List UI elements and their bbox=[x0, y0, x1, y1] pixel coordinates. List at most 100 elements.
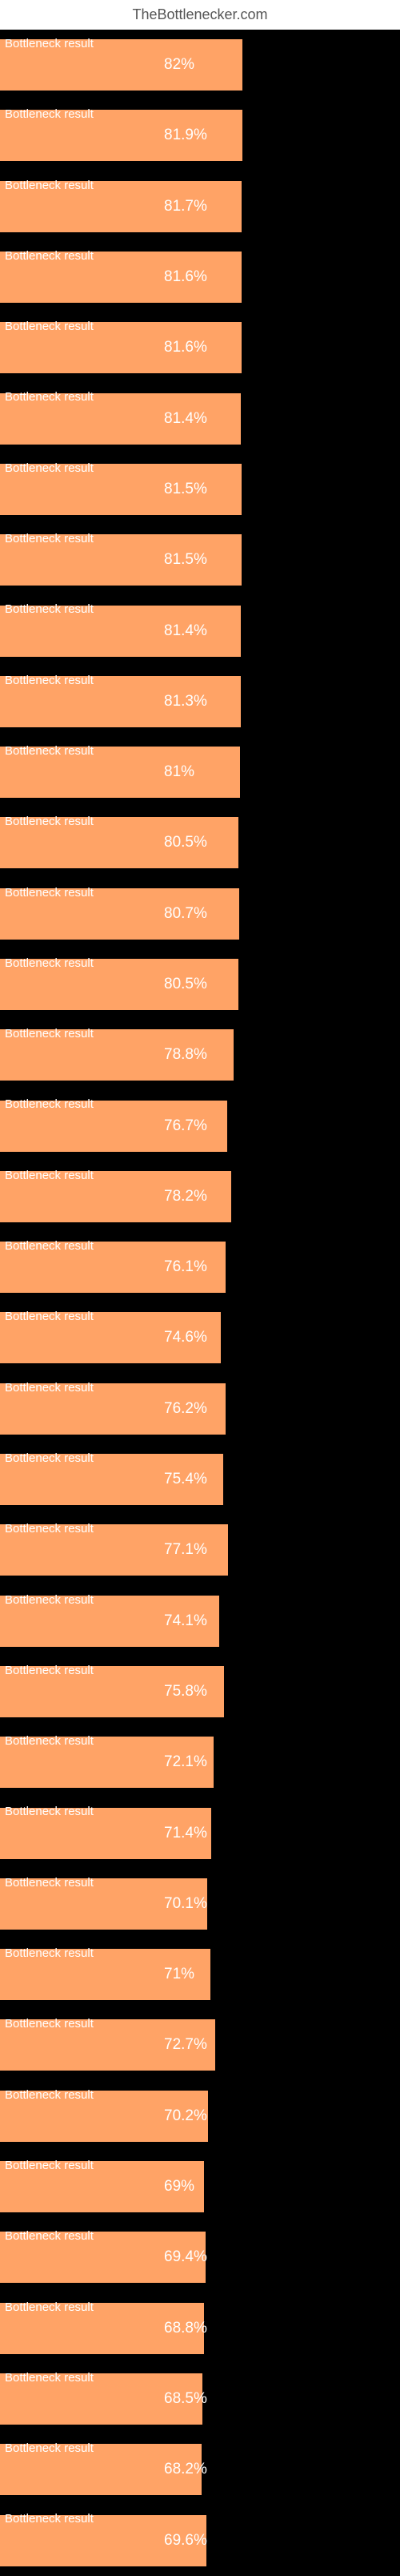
chart-row: Bottleneck result 75.8% bbox=[0, 1656, 400, 1727]
row-value: 69.4% bbox=[164, 2248, 207, 2266]
row-value: 81.4% bbox=[164, 410, 207, 428]
row-label: Bottleneck result bbox=[5, 390, 94, 404]
row-value: 74.6% bbox=[164, 1329, 207, 1346]
row-value: 76.1% bbox=[164, 1258, 207, 1276]
chart-row: Bottleneck result 75.4% bbox=[0, 1444, 400, 1515]
chart-row: Bottleneck result 71% bbox=[0, 1939, 400, 2010]
row-label: Bottleneck result bbox=[5, 1310, 94, 1323]
row-value: 81.5% bbox=[164, 481, 207, 498]
chart-row: Bottleneck result 81.3% bbox=[0, 666, 400, 737]
row-label: Bottleneck result bbox=[5, 37, 94, 50]
row-value: 80.5% bbox=[164, 976, 207, 993]
row-label: Bottleneck result bbox=[5, 2371, 94, 2385]
row-label: Bottleneck result bbox=[5, 2512, 94, 2526]
chart-row: Bottleneck result68.2% bbox=[0, 2434, 400, 2505]
row-value: 81.5% bbox=[164, 551, 207, 569]
row-value: 72.7% bbox=[164, 2036, 207, 2054]
row-value: 70.1% bbox=[164, 1895, 207, 1913]
chart-row: Bottleneck result 71.4% bbox=[0, 1797, 400, 1868]
chart-row: Bottleneck result 80.5% bbox=[0, 807, 400, 878]
row-value: 74.1% bbox=[164, 1612, 207, 1630]
row-label: Bottleneck result bbox=[5, 744, 94, 758]
row-value: 76.2% bbox=[164, 1400, 207, 1418]
row-label: Bottleneck result bbox=[5, 886, 94, 900]
row-value: 80.5% bbox=[164, 834, 207, 851]
chart-row: Bottleneck result 74.1% bbox=[0, 1586, 400, 1656]
chart-row: Bottleneck result 69.4% bbox=[0, 2222, 400, 2292]
row-label: Bottleneck result bbox=[5, 1734, 94, 1748]
chart-row: Bottleneck result 72.1% bbox=[0, 1727, 400, 1797]
row-label: Bottleneck result bbox=[5, 1451, 94, 1465]
chart-row: Bottleneck result 81.4% bbox=[0, 595, 400, 666]
chart-row: Bottleneck result81.5% bbox=[0, 525, 400, 595]
row-label: Bottleneck result bbox=[5, 2088, 94, 2102]
chart-row: Bottleneck result81.6% bbox=[0, 242, 400, 312]
row-label: Bottleneck result bbox=[5, 1027, 94, 1040]
row-value: 81.3% bbox=[164, 693, 207, 710]
chart-row: Bottleneck result69.6% bbox=[0, 2505, 400, 2575]
row-label: Bottleneck result bbox=[5, 2300, 94, 2314]
chart-row: Bottleneck result 77.1% bbox=[0, 1515, 400, 1585]
row-label: Bottleneck result bbox=[5, 1946, 94, 1960]
row-value: 68.8% bbox=[164, 2320, 207, 2337]
row-value: 75.4% bbox=[164, 1471, 207, 1488]
row-label: Bottleneck result bbox=[5, 1381, 94, 1395]
row-value: 70.2% bbox=[164, 2107, 207, 2125]
chart-row: Bottleneck result 68.8% bbox=[0, 2293, 400, 2364]
row-value: 75.8% bbox=[164, 1683, 207, 1701]
chart-row: Bottleneck result 78.2% bbox=[0, 1161, 400, 1232]
row-label: Bottleneck result bbox=[5, 1876, 94, 1890]
row-value: 81.9% bbox=[164, 127, 207, 144]
chart-row: Bottleneck result 81.6% bbox=[0, 312, 400, 383]
row-value: 81.7% bbox=[164, 198, 207, 215]
chart-row: Bottleneck result 81.7% bbox=[0, 171, 400, 242]
row-value: 78.2% bbox=[164, 1188, 207, 1205]
chart-row: Bottleneck result 69% bbox=[0, 2151, 400, 2222]
chart-row: Bottleneck result 76.7% bbox=[0, 1090, 400, 1161]
row-label: Bottleneck result bbox=[5, 179, 94, 192]
row-value: 77.1% bbox=[164, 1541, 207, 1559]
chart-row: Bottleneck result 81% bbox=[0, 737, 400, 807]
chart-row: Bottleneck result 70.2% bbox=[0, 2081, 400, 2151]
row-label: Bottleneck result bbox=[5, 1239, 94, 1253]
row-label: Bottleneck result bbox=[5, 1169, 94, 1182]
row-label: Bottleneck result bbox=[5, 2229, 94, 2243]
chart-row: Bottleneck result 68.5% bbox=[0, 2364, 400, 2434]
row-label: Bottleneck result bbox=[5, 1805, 94, 1818]
row-label: Bottleneck result bbox=[5, 674, 94, 687]
row-value: 71.4% bbox=[164, 1825, 207, 1842]
row-value: 78.8% bbox=[164, 1046, 207, 1064]
row-label: Bottleneck result bbox=[5, 320, 94, 333]
row-value: 81% bbox=[164, 763, 194, 781]
row-value: 80.7% bbox=[164, 905, 207, 923]
chart-row: Bottleneck result72.7% bbox=[0, 2010, 400, 2080]
row-value: 71% bbox=[164, 1966, 194, 1983]
row-label: Bottleneck result bbox=[5, 602, 94, 616]
row-label: Bottleneck result bbox=[5, 1522, 94, 1536]
chart-row: Bottleneck result 74.6% bbox=[0, 1302, 400, 1373]
row-label: Bottleneck result bbox=[5, 2159, 94, 2172]
row-label: Bottleneck result bbox=[5, 1664, 94, 1677]
row-value: 76.7% bbox=[164, 1117, 207, 1135]
row-label: Bottleneck result bbox=[5, 815, 94, 828]
row-label: Bottleneck result bbox=[5, 956, 94, 970]
chart-row: Bottleneck result 82% bbox=[0, 30, 400, 100]
row-value: 72.1% bbox=[164, 1753, 207, 1771]
row-label: Bottleneck result bbox=[5, 107, 94, 121]
chart-row: Bottleneck result 80.7% bbox=[0, 879, 400, 949]
row-label: Bottleneck result bbox=[5, 1097, 94, 1111]
row-value: 82% bbox=[164, 56, 194, 74]
row-value: 69% bbox=[164, 2178, 194, 2196]
row-label: Bottleneck result bbox=[5, 1593, 94, 1607]
chart-row: Bottleneck result 76.1% bbox=[0, 1232, 400, 1302]
chart-row: Bottleneck result 78.8% bbox=[0, 1020, 400, 1090]
chart-row: Bottleneck result 81.4% bbox=[0, 383, 400, 453]
row-value: 81.4% bbox=[164, 622, 207, 640]
row-value: 81.6% bbox=[164, 339, 207, 356]
chart-row: Bottleneck result 81.9% bbox=[0, 100, 400, 171]
row-label: Bottleneck result bbox=[5, 461, 94, 475]
row-value: 68.2% bbox=[164, 2461, 207, 2478]
site-header: TheBottlenecker.com bbox=[0, 0, 400, 30]
row-value: 68.5% bbox=[164, 2390, 207, 2408]
chart-row: Bottleneck result 80.5% bbox=[0, 949, 400, 1020]
